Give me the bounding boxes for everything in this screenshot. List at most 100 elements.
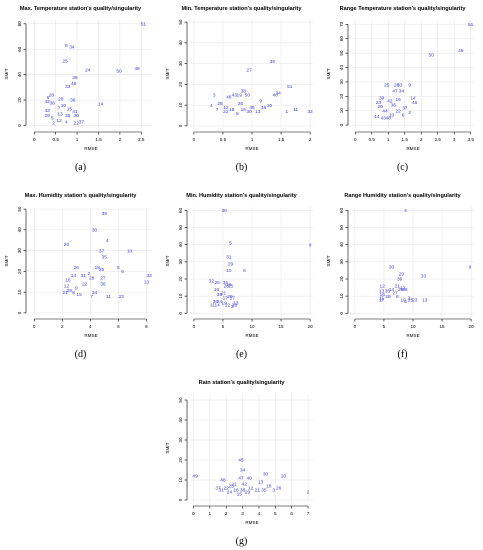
data-point-label: 13 <box>144 279 150 285</box>
data-point-label: 36 <box>402 287 408 293</box>
data-point-label: 35 <box>65 113 71 119</box>
data-point-label: 36 <box>270 59 276 65</box>
y-tick-label: 50 <box>339 50 344 56</box>
x-tick-label: 0 <box>192 511 195 516</box>
data-point-label: 25 <box>99 267 105 273</box>
data-point-label: 18 <box>229 107 235 113</box>
data-point-label: 33 <box>65 84 71 90</box>
x-tick-label: 0.5 <box>220 137 227 142</box>
data-point-label: 10 <box>400 297 406 303</box>
data-point-label: 32 <box>307 109 313 115</box>
data-point-label: 28 <box>49 93 55 99</box>
data-point-label: 21 <box>255 488 261 494</box>
y-tick-label: 20 <box>339 276 344 282</box>
chart-title: Max. Temperature station's quality/singu… <box>19 6 142 12</box>
y-axis-label: SMrT <box>4 68 9 79</box>
data-point-label: 14 <box>214 302 220 308</box>
data-point-label: 13 <box>255 109 261 115</box>
data-point-label: 28 <box>217 101 223 107</box>
x-tick-label: 0 <box>354 137 357 142</box>
data-point-label: 30 <box>263 472 269 478</box>
data-point-label: 18 <box>266 484 272 490</box>
data-point-label: 22 <box>395 108 401 114</box>
x-tick-label: 0 <box>193 324 196 329</box>
data-point-label: 20 <box>377 104 383 110</box>
data-point-label: 21 <box>221 290 227 296</box>
data-point-label: 42 <box>387 98 393 104</box>
x-tick-label: 0.5 <box>369 137 376 142</box>
y-tick-label: 50 <box>178 19 183 25</box>
data-point-label: 30 <box>92 228 98 234</box>
chart-title: Max. Humidity station's quality/singular… <box>24 193 137 199</box>
y-tick-label: 30 <box>178 437 183 443</box>
data-point-label: 35 <box>217 292 223 298</box>
data-point-label: 51 <box>141 22 147 28</box>
data-point-label: 39 <box>379 95 385 101</box>
data-point-label: 25 <box>384 83 390 89</box>
data-point-label: 2 <box>408 110 411 116</box>
y-tick-label: 60 <box>339 207 344 213</box>
data-point-label: 16 <box>214 287 220 293</box>
x-tick-label: 10 <box>249 324 255 329</box>
data-point-label: 36 <box>213 299 219 305</box>
data-point-label: 18 <box>226 282 232 288</box>
x-tick-label: 6 <box>117 324 120 329</box>
data-point-label: 2 <box>307 490 310 496</box>
data-point-label: 9 <box>469 265 472 271</box>
data-point-label: 4 <box>210 103 213 109</box>
chart-title: Min. Humidity station's quality/singular… <box>186 193 297 199</box>
data-point-label: 46 <box>249 105 255 111</box>
data-point-label: 34 <box>69 44 75 50</box>
data-point-label: 35 <box>261 488 267 494</box>
data-point-label: 8 <box>396 294 399 300</box>
data-point-label: 49 <box>134 66 140 72</box>
data-point-label: 24 <box>217 299 223 305</box>
data-point-label: 34 <box>399 88 405 94</box>
chart-title: Range Temperature station's quality/sing… <box>339 6 466 12</box>
data-point-label: 34 <box>92 290 98 296</box>
data-point-label: 29 <box>67 288 73 294</box>
data-point-label: 13 <box>258 480 264 486</box>
data-point-label: 30 <box>221 208 227 214</box>
y-tick-label: 20 <box>178 457 183 463</box>
x-tick-label: 0 <box>354 324 357 329</box>
x-axis-label: RMSE <box>406 146 419 151</box>
data-point-label: 25 <box>62 58 68 64</box>
data-point-label: 11 <box>293 107 298 113</box>
x-tick-label: 2 <box>309 137 312 142</box>
data-point-label: 25 <box>228 484 234 490</box>
y-tick-label: 0 <box>178 498 183 501</box>
y-tick-label: 10 <box>339 108 344 114</box>
y-tick-label: 0 <box>339 123 344 126</box>
x-tick-label: 2 <box>420 137 423 142</box>
x-axis-label: RMSE <box>84 146 97 151</box>
x-tick-label: 2.5 <box>138 137 145 142</box>
data-point-label: 11 <box>232 482 237 488</box>
x-tick-label: 1.5 <box>278 137 285 142</box>
data-point-label: 14 <box>71 273 77 279</box>
data-point-label: 7 <box>216 107 219 113</box>
x-tick-label: 1 <box>251 137 254 142</box>
data-point-label: 31 <box>81 273 87 279</box>
data-point-label: 38 <box>241 88 247 94</box>
y-tick-label: 0 <box>178 312 183 315</box>
data-point-label: 12 <box>248 486 254 492</box>
data-point-label: 33 <box>421 273 427 279</box>
data-point-label: 37 <box>99 248 105 254</box>
data-point-label: 36 <box>100 282 106 288</box>
scatter-plot: 0 0.5 1 1.5 2 2.5 3 3.5 0 10 20 30 40 50 60 70 RMSE SMrT 5… <box>326 20 474 151</box>
data-point-label: 14 <box>389 287 395 293</box>
data-point-label: 16 <box>395 97 401 103</box>
data-point-label: 49 <box>192 474 198 480</box>
data-point-label: 9 <box>65 43 68 49</box>
data-point-label: 7 <box>90 294 93 300</box>
data-point-label: 31 <box>226 254 232 260</box>
data-point-label: 24 <box>227 490 233 496</box>
data-point-label: 5 <box>404 299 407 305</box>
data-point-label: 26 <box>238 101 244 107</box>
panel-caption: (e) <box>235 349 248 360</box>
x-tick-label: 8 <box>145 324 148 329</box>
x-tick-label: 4 <box>258 511 261 516</box>
